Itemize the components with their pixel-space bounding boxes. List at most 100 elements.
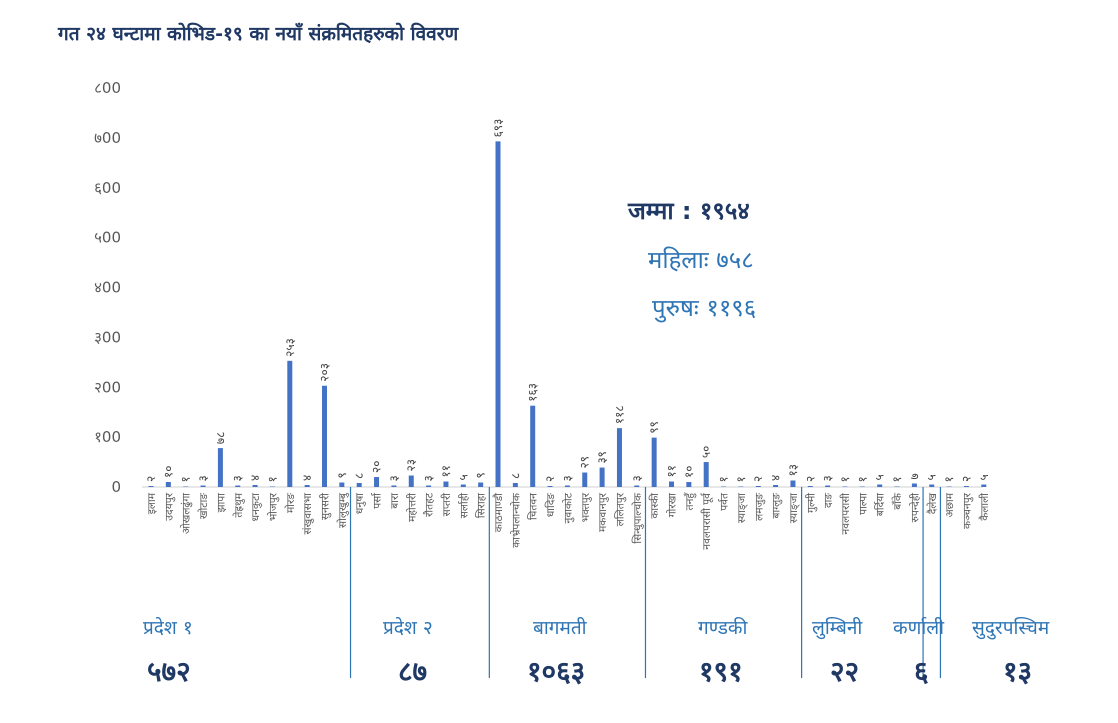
category-label: सिराहा [475,493,488,518]
bar-value-label: २० [370,461,384,473]
category-label: उदयपुर [163,492,175,520]
chart-title: गत २४ घन्टामा कोभिड-१९ का नयाँ संक्रमितह… [58,23,459,45]
bar [547,486,553,487]
category-label: नवलपरासी [839,493,852,535]
bar-value-label: १६३ [526,383,540,402]
category-label: नुवाकोट [561,492,574,523]
y-tick-label: ८00 [94,79,121,97]
total-cases-label: जम्मा : १९५४ [628,197,750,225]
bar [894,486,900,488]
bar-value-label: ७८ [213,432,227,444]
bar [460,484,466,487]
bar-value-label: ४ [769,475,783,481]
bar-value-label: १ [942,476,956,482]
bar-value-label: ८ [508,473,522,479]
province-name-gandaki: गण्डकी [698,617,748,639]
bar [946,486,952,488]
bar-value-label: ३ [560,475,574,481]
bar [322,385,327,487]
bar-value-label: १ [179,476,193,482]
category-label: तेह्रथुम [232,492,245,517]
category-label: गुल्मी [804,493,817,513]
x-axis-labels: इलाम उदयपुर ओखलढुंगा खोटाङ झापा तेह्रथुम धनकुट… [146,492,991,550]
category-label: धनुषा [354,493,366,514]
bar-value-label: ४ [248,475,262,481]
y-tick-label: ६00 [94,179,121,197]
bar-value-label: २ [803,476,817,482]
bar [148,486,154,487]
category-label: अछाम [944,492,956,517]
bar [616,428,622,487]
bar-value-label: ७ [907,473,921,479]
bar-value-label: २ [751,476,765,482]
province-total-karnali: ६ [914,655,929,688]
bar-value-label: १ [734,476,748,482]
category-label: दाङ [823,493,835,508]
bar-value-label: ११८ [612,405,626,424]
province-name-karnali: कर्णाली [893,617,945,639]
bar-value-label: २ [543,476,557,482]
bar [807,486,813,487]
category-label: नवलपरासी पूर्व [700,492,713,550]
category-label: धनकुटा [250,493,262,522]
category-label: इलाम [146,492,158,514]
y-tick-label: २00 [94,378,121,396]
category-label: रौतहट [423,492,436,517]
bar [217,448,223,487]
bar-value-label: २ [144,476,158,482]
bar [963,486,969,487]
category-label: सिन्धुपाल्चोक [631,492,644,544]
category-label: सप्तरी [440,493,453,517]
bar-value-label: २९ [578,456,592,468]
category-label: बारा [389,493,401,509]
province-total-2: ८७ [398,655,428,688]
bar-value-label: १ [890,476,904,482]
bar-value-label: ६९३ [491,119,505,138]
bar [929,484,935,487]
category-label: खोटाङ [197,493,210,519]
bar-value-label: ९ [474,472,488,478]
category-label: ललितपुर [613,492,626,526]
province-total-bagmati: १०६३ [527,655,586,688]
bar-value-label: २५३ [283,338,297,357]
bar [721,486,727,488]
bar [825,485,831,487]
bar-value-label: १ [855,476,869,482]
bar [495,141,501,487]
bar-value-label: १ [265,476,279,482]
province-name-1: प्रदेश १ [143,617,193,639]
category-label: मोरङ [284,493,297,513]
bar-value-label: १० [161,466,175,478]
category-label: कैलाली [978,493,991,521]
category-label: रुपन्देही [908,493,921,523]
category-label: सुनसरी [319,493,332,520]
bar-value-label: १ [717,476,731,482]
category-label: बाग्लुङ [771,493,783,519]
category-label: कञ्चनपुर [961,492,973,529]
bar-value-label: ८ [352,473,366,479]
y-tick-label: 0 [111,478,121,496]
bar [651,437,657,487]
bar [773,485,779,487]
category-label: धादिङ [544,493,557,517]
bar-value-label: ३ [196,475,210,481]
category-label: काभ्रेपलान्चोक [509,492,522,548]
bar-value-label: ११ [439,465,453,477]
province-total-1: ५७२ [147,655,191,688]
bar [235,485,241,487]
province-name-bagmati: बागमती [533,617,587,639]
category-label: झापा [215,493,227,513]
bar [269,486,275,488]
bar [443,481,449,487]
category-label: लमजुङ [753,493,765,521]
bar [287,360,293,487]
province-total-gandaki: १९१ [699,655,743,688]
male-cases-label: पुरुषः ११९६ [652,294,757,322]
category-label: मकवानपुर [597,492,609,532]
bar-value-label: २३ [404,459,418,471]
female-cases-label: महिलाः ७५८ [648,246,754,274]
category-label: ओखलढुंगा [180,493,193,534]
bar-value-label: ९ [335,472,349,478]
category-label: सर्लाही [457,493,470,519]
